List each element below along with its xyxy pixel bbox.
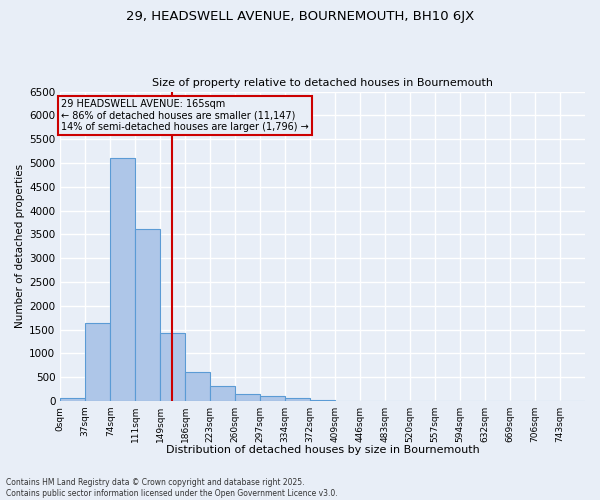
Bar [60,398,85,401]
X-axis label: Distribution of detached houses by size in Bournemouth: Distribution of detached houses by size … [166,445,479,455]
Bar [285,398,310,401]
Text: 29, HEADSWELL AVENUE, BOURNEMOUTH, BH10 6JX: 29, HEADSWELL AVENUE, BOURNEMOUTH, BH10 … [126,10,474,23]
Bar [135,228,160,401]
Bar [160,334,185,401]
Text: 29 HEADSWELL AVENUE: 165sqm
← 86% of detached houses are smaller (11,147)
14% of: 29 HEADSWELL AVENUE: 165sqm ← 86% of det… [61,98,309,132]
Bar [310,400,335,401]
Bar [210,386,235,401]
Bar [260,396,285,401]
Bar [85,323,110,401]
Bar [235,394,260,401]
Bar [185,372,210,401]
Title: Size of property relative to detached houses in Bournemouth: Size of property relative to detached ho… [152,78,493,88]
Bar [110,158,135,401]
Y-axis label: Number of detached properties: Number of detached properties [15,164,25,328]
Text: Contains HM Land Registry data © Crown copyright and database right 2025.
Contai: Contains HM Land Registry data © Crown c… [6,478,338,498]
